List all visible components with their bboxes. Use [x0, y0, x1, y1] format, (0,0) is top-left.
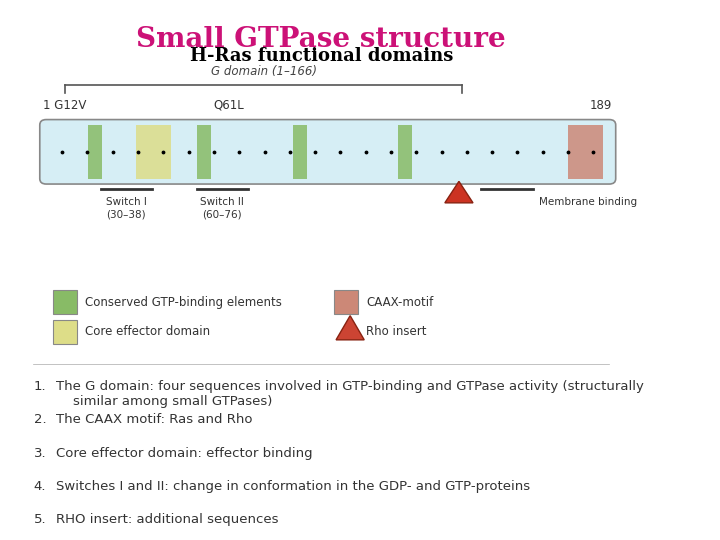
Text: H-Ras functional domains: H-Ras functional domains — [189, 47, 453, 65]
Bar — [53, 291, 77, 314]
Bar — [136, 125, 171, 179]
Text: 1.: 1. — [34, 380, 46, 393]
Bar — [398, 125, 413, 179]
Bar — [334, 291, 359, 314]
Text: 4.: 4. — [34, 480, 46, 493]
FancyBboxPatch shape — [40, 119, 616, 184]
Text: The G domain: four sequences involved in GTP-binding and GTPase activity (struct: The G domain: four sequences involved in… — [55, 380, 644, 408]
Text: RHO insert: additional sequences: RHO insert: additional sequences — [55, 514, 279, 526]
Text: 5.: 5. — [34, 514, 46, 526]
Text: 2.: 2. — [34, 414, 46, 427]
Text: 3.: 3. — [34, 447, 46, 460]
Text: 1 G12V: 1 G12V — [43, 98, 86, 112]
Polygon shape — [445, 181, 473, 203]
Bar — [197, 125, 211, 179]
Text: G domain (1–166): G domain (1–166) — [211, 65, 317, 78]
Text: The CAAX motif: Ras and Rho: The CAAX motif: Ras and Rho — [55, 414, 252, 427]
Bar — [53, 320, 77, 343]
Text: Rho insert: Rho insert — [366, 325, 427, 338]
Text: Small GTPase structure: Small GTPase structure — [137, 25, 506, 52]
Text: 189: 189 — [590, 98, 613, 112]
Text: CAAX-motif: CAAX-motif — [366, 296, 433, 309]
Text: Core effector domain: Core effector domain — [84, 325, 210, 338]
Text: Switches I and II: change in conformation in the GDP- and GTP-proteins: Switches I and II: change in conformatio… — [55, 480, 530, 493]
Text: Switch I
(30–38): Switch I (30–38) — [106, 198, 147, 219]
Text: Membrane binding: Membrane binding — [539, 198, 637, 207]
Text: Q61L: Q61L — [213, 98, 244, 112]
Text: Conserved GTP-binding elements: Conserved GTP-binding elements — [84, 296, 282, 309]
Bar — [292, 125, 307, 179]
Text: Switch II
(60–76): Switch II (60–76) — [200, 198, 244, 219]
Text: Core effector domain: effector binding: Core effector domain: effector binding — [55, 447, 312, 460]
Bar — [88, 125, 102, 179]
Bar — [567, 125, 603, 179]
Polygon shape — [336, 316, 364, 340]
